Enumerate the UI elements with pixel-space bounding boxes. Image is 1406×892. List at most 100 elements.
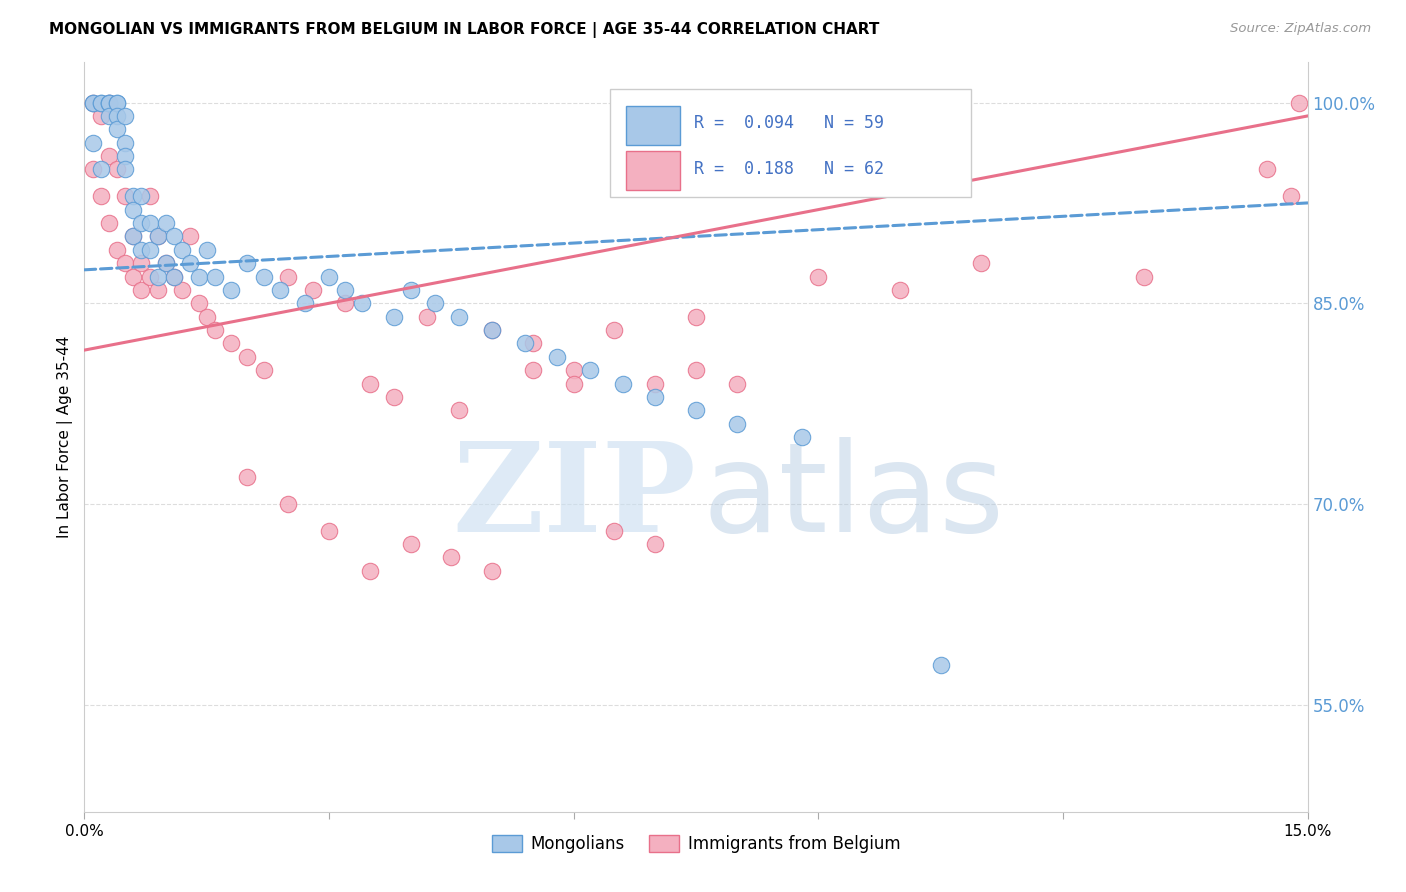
Point	[579, 363, 602, 377]
Point	[187, 296, 209, 310]
Point	[82, 95, 104, 110]
Point	[131, 189, 153, 203]
Point	[603, 323, 626, 337]
Point	[155, 256, 177, 270]
Point	[644, 376, 666, 391]
Point	[562, 363, 585, 377]
Point	[82, 136, 104, 150]
Point	[105, 162, 128, 177]
Point	[440, 550, 463, 565]
Point	[105, 109, 128, 123]
Point	[294, 296, 316, 310]
Point	[685, 310, 707, 324]
Point	[97, 149, 120, 163]
Point	[195, 243, 218, 257]
Point	[612, 376, 634, 391]
Point	[685, 363, 707, 377]
Point	[155, 216, 177, 230]
Text: R =  0.188   N = 62: R = 0.188 N = 62	[693, 160, 883, 178]
Point	[481, 323, 503, 337]
FancyBboxPatch shape	[626, 106, 681, 145]
Point	[114, 149, 136, 163]
Point	[122, 269, 145, 284]
Point	[546, 350, 568, 364]
Point	[790, 430, 813, 444]
Point	[131, 283, 153, 297]
Point	[204, 323, 226, 337]
Point	[163, 269, 186, 284]
Point	[277, 497, 299, 511]
Point	[219, 336, 242, 351]
Point	[416, 310, 439, 324]
Y-axis label: In Labor Force | Age 35-44: In Labor Force | Age 35-44	[58, 336, 73, 538]
Point	[90, 162, 112, 177]
Point	[219, 283, 242, 297]
Point	[277, 269, 299, 284]
Point	[105, 95, 128, 110]
Point	[382, 310, 405, 324]
Point	[195, 310, 218, 324]
Point	[253, 363, 276, 377]
Point	[236, 256, 259, 270]
Point	[481, 323, 503, 337]
Point	[359, 376, 381, 391]
Point	[97, 95, 120, 110]
Point	[97, 216, 120, 230]
Text: ZIP: ZIP	[453, 436, 696, 558]
Point	[90, 95, 112, 110]
Point	[423, 296, 446, 310]
Point	[522, 363, 544, 377]
Point	[82, 95, 104, 110]
Point	[138, 269, 160, 284]
Point	[236, 470, 259, 484]
Point	[90, 189, 112, 203]
Point	[269, 283, 291, 297]
Point	[236, 350, 259, 364]
Point	[172, 243, 194, 257]
Text: R =  0.094   N = 59: R = 0.094 N = 59	[693, 114, 883, 132]
Point	[318, 269, 340, 284]
Point	[644, 537, 666, 551]
Point	[122, 229, 145, 244]
Point	[138, 189, 160, 203]
Point	[187, 269, 209, 284]
Point	[82, 162, 104, 177]
FancyBboxPatch shape	[610, 88, 972, 197]
Point	[253, 269, 276, 284]
Point	[318, 524, 340, 538]
Point	[97, 95, 120, 110]
Point	[105, 243, 128, 257]
Point	[449, 310, 471, 324]
Point	[449, 403, 471, 417]
Point	[301, 283, 323, 297]
Point	[122, 229, 145, 244]
Point	[97, 109, 120, 123]
Point	[138, 243, 160, 257]
Point	[603, 524, 626, 538]
Point	[114, 136, 136, 150]
Point	[725, 376, 748, 391]
Point	[335, 283, 357, 297]
Text: atlas: atlas	[702, 436, 1004, 558]
Text: MONGOLIAN VS IMMIGRANTS FROM BELGIUM IN LABOR FORCE | AGE 35-44 CORRELATION CHAR: MONGOLIAN VS IMMIGRANTS FROM BELGIUM IN …	[49, 22, 880, 38]
Point	[481, 564, 503, 578]
Point	[1256, 162, 1278, 177]
Point	[513, 336, 536, 351]
Point	[105, 95, 128, 110]
Point	[1288, 95, 1310, 110]
Point	[685, 403, 707, 417]
Point	[1133, 269, 1156, 284]
Point	[522, 336, 544, 351]
Text: Source: ZipAtlas.com: Source: ZipAtlas.com	[1230, 22, 1371, 36]
Point	[114, 189, 136, 203]
Point	[146, 229, 169, 244]
Point	[350, 296, 373, 310]
Point	[146, 269, 169, 284]
Point	[335, 296, 357, 310]
Point	[146, 229, 169, 244]
Point	[204, 269, 226, 284]
Point	[179, 229, 201, 244]
Point	[114, 162, 136, 177]
Point	[163, 229, 186, 244]
Point	[179, 256, 201, 270]
